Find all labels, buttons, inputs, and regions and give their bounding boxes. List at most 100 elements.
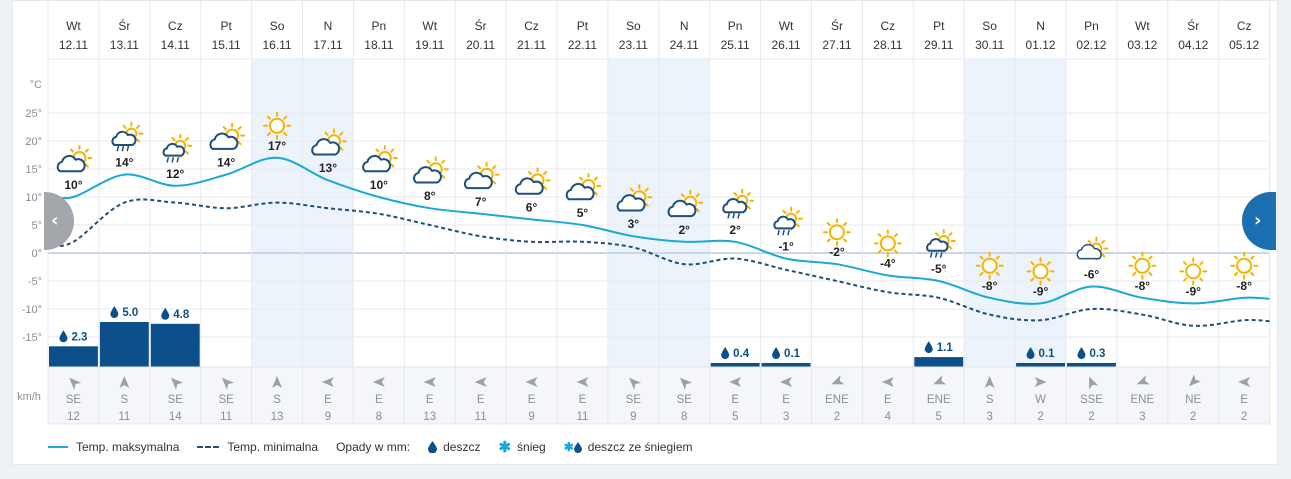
wind-arrow-icon: [1189, 374, 1202, 387]
sun-ray: [948, 245, 953, 250]
wind-speed: 5: [936, 411, 942, 423]
sun-icon: [1179, 257, 1208, 286]
partly-cloudy-icon: [56, 145, 93, 173]
sun-icon: [873, 229, 902, 258]
next-button[interactable]: ›: [1242, 192, 1276, 250]
sun-ray: [1233, 255, 1239, 260]
sun-icon: [975, 251, 1004, 280]
day-date: 23.11: [619, 38, 648, 52]
sun-ray: [492, 165, 497, 170]
wind-speed: 9: [630, 411, 636, 423]
rain-drop: [782, 229, 785, 236]
sun-ray: [1046, 261, 1051, 266]
wind-speed: 4: [885, 411, 892, 423]
wind-speed: 2: [834, 411, 840, 423]
sun-icon: [1128, 251, 1157, 280]
sun-ray: [893, 233, 899, 238]
temp-label: -8°: [982, 279, 998, 293]
rain-drop: [737, 213, 740, 219]
day-date: 04.12: [1178, 38, 1208, 52]
day-date: 15.11: [212, 38, 241, 52]
wind-arrow-icon: [831, 375, 845, 385]
day-name: Cz: [168, 19, 183, 33]
precip-label-group: 2.3: [59, 330, 87, 343]
min-temp-line: [45, 198, 1270, 327]
wind-speed: 11: [220, 411, 232, 423]
sun-ray: [1046, 277, 1051, 282]
day-name: Pt: [577, 19, 589, 33]
sun-ray: [122, 124, 127, 129]
wind-arrow-icon: [1136, 375, 1150, 385]
temp-label: 5°: [577, 206, 589, 220]
day-name: N: [680, 19, 689, 33]
day-name: Pn: [372, 19, 387, 33]
sun-rain-icon: [773, 206, 804, 236]
cloud-icon: [773, 215, 796, 230]
y-tick-label: -15°: [22, 332, 42, 344]
sun-disc: [879, 235, 896, 252]
sun-ray: [266, 115, 271, 120]
day-name: N: [1036, 19, 1045, 33]
sun-ray: [1250, 255, 1255, 260]
day-date: 03.12: [1127, 38, 1157, 52]
raindrop-icon: [59, 330, 68, 343]
weekend-band: [302, 59, 354, 367]
precip-label: 2.3: [71, 331, 87, 343]
sun-ray: [426, 159, 431, 164]
wind-arrow-icon: [933, 375, 947, 385]
day-date: 27.11: [822, 38, 851, 52]
sun-ray: [1199, 261, 1204, 266]
wind-direction: S: [986, 394, 994, 406]
precip-label: 0.1: [1039, 348, 1056, 360]
sun-ray: [995, 255, 1000, 260]
precip-label: 0.3: [1089, 348, 1105, 360]
wind-speed: 9: [528, 411, 534, 423]
wind-direction: ENE: [1131, 394, 1155, 406]
wind-speed: 3: [1139, 411, 1145, 423]
day-name: N: [324, 19, 333, 33]
wind-speed: 8: [376, 411, 382, 423]
wind-arrow-icon: [780, 377, 793, 387]
wind-arrow-icon: [525, 377, 538, 387]
sun-ray: [695, 208, 700, 213]
wind-speed: 2: [1037, 411, 1043, 423]
partly-cloudy-icon: [667, 189, 704, 218]
wind-direction: E: [426, 394, 434, 406]
temp-label: 7°: [475, 195, 487, 209]
sun-disc: [981, 257, 998, 274]
cloud-icon: [463, 171, 493, 190]
sun-rain-icon: [162, 133, 193, 163]
day-date: 29.11: [924, 38, 953, 52]
cloud-icon: [926, 238, 949, 252]
weekend-band: [607, 59, 659, 367]
wind-arrow-icon: [680, 377, 693, 390]
wind-speed: 8: [681, 411, 687, 423]
wind-arrow-icon: [1034, 377, 1047, 387]
sun-ray: [1183, 261, 1188, 266]
cloud-icon: [362, 155, 392, 173]
day-date: 01.12: [1026, 38, 1056, 52]
day-name: Śr: [831, 18, 843, 33]
sun-ray: [283, 115, 288, 120]
weekend-band: [251, 59, 303, 367]
temp-label: 2°: [729, 223, 741, 237]
day-date: 17.11: [313, 38, 342, 52]
sun-ray: [877, 249, 882, 254]
wind-arrow-icon: [321, 377, 334, 387]
day-date: 02.12: [1076, 38, 1106, 52]
legend: Temp. maksymalna Temp. minimalna Opady w…: [48, 437, 711, 457]
sun-ray: [1132, 271, 1137, 276]
legend-rain-label: deszcz: [443, 440, 481, 454]
sun-ray: [171, 137, 176, 142]
rain-drop: [171, 157, 174, 163]
sun-ray: [826, 238, 831, 243]
sun-disc: [1032, 263, 1049, 280]
cloud-sun-icon: [1076, 236, 1109, 261]
partly-cloudy-icon: [463, 161, 500, 190]
wind-speed: 3: [986, 411, 992, 423]
y-tick-label: 0°: [31, 248, 42, 260]
sun-ray: [893, 249, 899, 254]
sun-disc: [269, 117, 286, 134]
sun-ray: [995, 271, 1000, 276]
day-date: 30.11: [975, 38, 1004, 52]
